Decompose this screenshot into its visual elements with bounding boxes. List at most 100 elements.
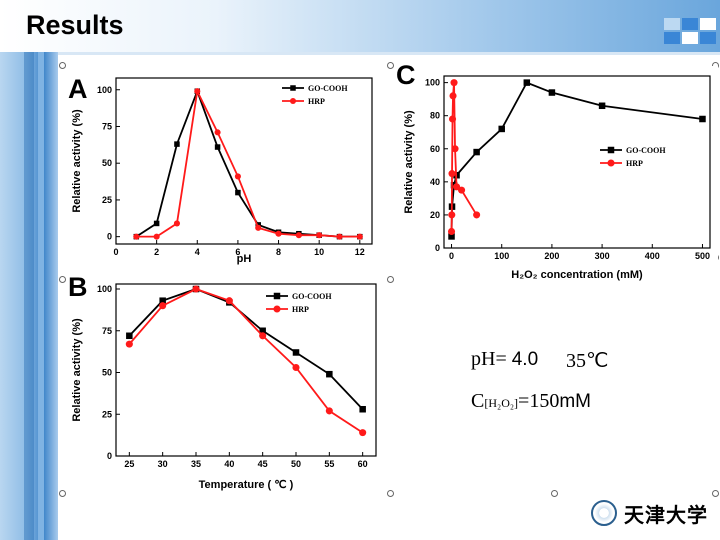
data-point <box>153 233 160 240</box>
x-tick-label: 10 <box>314 247 324 257</box>
data-point <box>214 129 221 136</box>
condition-concentration: C[H₂O₂]=150mM <box>471 390 591 413</box>
data-point <box>173 220 181 227</box>
data-point <box>174 141 180 147</box>
x-tick-label: 500 <box>695 251 710 261</box>
x-tick-label: 400 <box>645 251 660 261</box>
data-point <box>153 220 160 227</box>
y-tick-label: 50 <box>102 158 112 168</box>
chart-b-svg: 25 30 35 40 45 50 55 60 0 25 50 75 100 Temperature ( … <box>71 283 377 491</box>
data-point <box>295 232 302 239</box>
y-tick-label: 25 <box>102 195 112 205</box>
chart-a-svg: 0 2 4 6 8 10 12 0 25 50 75 100 pH Relative activity (… <box>71 77 373 265</box>
data-point <box>235 189 241 196</box>
decor-square <box>664 32 680 44</box>
left-decor-stripe-light <box>38 52 44 540</box>
selection-handle[interactable] <box>59 62 66 69</box>
data-point <box>448 115 457 123</box>
x-tick-label: 2 <box>154 247 159 257</box>
legend-label: GO-COOH <box>308 84 348 93</box>
legend-label: GO-COOH <box>292 292 332 301</box>
data-point <box>255 224 262 231</box>
legend-label: HRP <box>308 97 325 106</box>
x-tick-label: 55 <box>324 459 334 469</box>
selection-handle[interactable] <box>387 490 394 497</box>
x-tick-label: 12 <box>355 247 365 257</box>
y-tick-label: 25 <box>102 409 112 419</box>
legend-marker <box>607 159 615 167</box>
x-tick-label: 8 <box>276 247 281 257</box>
legend-marker <box>273 305 281 313</box>
legend-label: HRP <box>626 159 643 168</box>
y-tick-label: 75 <box>102 121 112 131</box>
x-tick-label: 6 <box>235 247 240 257</box>
panel-label: C <box>396 60 416 90</box>
x-tick-label: 0 <box>449 251 454 261</box>
plot-frame <box>115 283 377 457</box>
data-point <box>448 211 456 219</box>
panel-label: A <box>68 74 88 104</box>
selection-handle[interactable] <box>387 62 394 69</box>
y-tick-label: 100 <box>97 284 112 294</box>
data-point <box>359 405 366 413</box>
data-point <box>259 332 267 340</box>
data-point <box>133 233 140 240</box>
legend-label: GO-COOH <box>626 146 666 155</box>
x-tick-label: 30 <box>158 459 168 469</box>
data-point <box>125 340 133 348</box>
y-tick-label: 20 <box>430 210 440 220</box>
data-point <box>159 302 167 310</box>
data-point <box>356 233 363 240</box>
y-tick-label: 80 <box>430 111 440 121</box>
slide-title: Results <box>26 10 124 40</box>
data-point <box>498 125 505 133</box>
y-tick-label: 100 <box>97 85 112 95</box>
data-point <box>452 183 461 191</box>
data-point <box>225 297 233 305</box>
data-point <box>473 211 481 219</box>
decor-square <box>664 18 680 30</box>
y-tick-label: 0 <box>435 243 440 253</box>
selection-handle[interactable] <box>59 490 66 497</box>
condition-ph: pH= 4.0 <box>471 348 538 371</box>
ph-value: 4.0 <box>511 349 539 370</box>
data-point <box>275 230 282 237</box>
y-axis-title: Relative activity (%) <box>71 318 83 422</box>
x-tick-label: 25 <box>124 459 134 469</box>
data-point <box>326 370 333 378</box>
data-point <box>214 144 221 150</box>
data-point <box>292 349 300 356</box>
series-line-hrp <box>128 288 364 434</box>
data-point <box>699 115 706 123</box>
data-point <box>548 89 556 96</box>
x-tick-label: 4 <box>195 247 200 257</box>
y-tick-label: 0 <box>107 232 112 242</box>
data-point <box>449 92 457 100</box>
x-axis-title: H₂O₂ concentration (mM) <box>511 269 643 281</box>
legend-marker <box>289 97 297 105</box>
y-tick-label: 75 <box>102 326 112 336</box>
data-point <box>259 327 266 335</box>
selection-handle[interactable] <box>387 276 394 283</box>
panel-label: B <box>68 272 88 302</box>
data-point <box>192 285 200 293</box>
data-point <box>451 145 459 153</box>
series-line-go-cooh <box>128 288 364 410</box>
selection-handle[interactable] <box>59 276 66 283</box>
x-tick-label: 0 <box>113 247 118 257</box>
data-point <box>126 332 133 340</box>
data-point <box>450 79 458 87</box>
legend-marker <box>273 292 281 300</box>
conc-value: =150 <box>518 390 560 412</box>
decor-square <box>682 18 698 30</box>
selection-handle[interactable] <box>712 490 719 497</box>
data-point <box>336 233 343 240</box>
decor-square <box>700 32 716 44</box>
data-point <box>448 170 456 178</box>
x-tick-label: 100 <box>494 251 509 261</box>
decor-square <box>700 18 716 30</box>
selection-handle[interactable] <box>551 490 558 497</box>
y-axis-title: Relative activity (%) <box>71 109 83 213</box>
series-line-go-cooh <box>450 81 703 237</box>
